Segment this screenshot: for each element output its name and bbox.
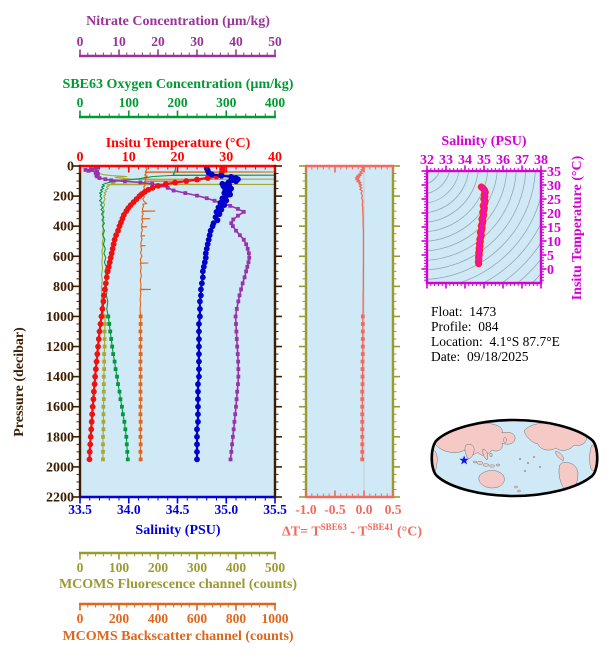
tick-label: 35.5	[263, 502, 287, 517]
tick-label: 1600	[46, 400, 74, 415]
delta-label-sup1: SBE63	[320, 522, 347, 532]
delta-t-panel: -1.0 -0.5 0.0 0.5	[295, 164, 402, 517]
tick-label: 0.0	[356, 502, 373, 517]
ts-panel-y-label: Insitu Temperature (°C)	[570, 155, 585, 301]
tick-label: 2200	[46, 491, 74, 506]
ts-profile-curve	[474, 183, 489, 268]
tick-label: 5	[547, 249, 554, 264]
tick-label: -1.0	[295, 502, 317, 517]
pressure-axis-title: Pressure (decibar)	[12, 327, 27, 437]
tick-label: 600	[187, 611, 208, 626]
tick-label: 38	[534, 153, 548, 168]
tick-label: 50	[268, 34, 282, 49]
tick-label: 34	[458, 153, 472, 168]
profile-series	[83, 167, 274, 463]
tick-label: 400	[265, 95, 286, 110]
tick-label: 200	[109, 611, 130, 626]
tick-label: 1000	[46, 310, 74, 325]
fluorescence-axis: 0 100 200 300 400 500	[77, 551, 286, 575]
tick-label: 34.5	[166, 502, 190, 517]
tick-label: 25	[547, 193, 561, 208]
world-map	[430, 418, 599, 498]
tick-label: 30	[547, 179, 561, 194]
tick-label: 36	[496, 153, 510, 168]
delta-label-prefix: ΔT= T	[281, 524, 321, 540]
temperature-axis-title: Insitu Temperature (°C)	[105, 136, 251, 151]
tick-label: 200	[53, 190, 74, 205]
delta-t-axis-label: ΔT= TSBE63 - TSBE41 (°C)	[282, 522, 422, 541]
tick-label: 0	[67, 160, 74, 175]
tick-label: 10	[547, 235, 561, 250]
tick-label: 35	[547, 165, 561, 180]
tick-label: 1000	[262, 611, 289, 626]
tick-label: 800	[226, 611, 247, 626]
tick-label: 10	[122, 150, 136, 165]
tick-label: 37	[515, 153, 529, 168]
nitrate-axis-title: Nitrate Concentration (µm/kg)	[86, 14, 270, 29]
tick-label: 300	[187, 560, 208, 575]
tick-label: 34.0	[117, 502, 141, 517]
tick-label: 400	[148, 611, 169, 626]
date-line: Date: 09/18/2025	[431, 349, 529, 364]
ts-panel-title: Salinity (PSU)	[441, 134, 527, 149]
oxygen-axis-title: SBE63 Oxygen Concentration (µm/kg)	[62, 77, 294, 92]
tick-label: 600	[53, 250, 74, 265]
tick-label: 300	[216, 95, 237, 110]
tick-label: 0	[77, 560, 84, 575]
tick-label: 20	[547, 207, 561, 222]
tick-label: 400	[53, 220, 74, 235]
delta-t-series	[354, 167, 365, 462]
location-line: Location: 4.1°S 87.7°E	[431, 334, 560, 349]
tick-label: 100	[109, 560, 130, 575]
tick-label: 40	[268, 150, 282, 165]
tick-label: 0	[77, 150, 84, 165]
backscatter-axis: 0 200 400 600 800 1000	[77, 602, 289, 626]
tick-label: 40	[229, 34, 243, 49]
tick-label: 0	[547, 263, 554, 278]
series-mcoms-backscatter-channel	[139, 167, 274, 460]
tick-label: 400	[226, 560, 247, 575]
tick-label: 1400	[46, 370, 74, 385]
delta-label-suffix: (°C)	[393, 524, 423, 540]
tick-label: 0	[77, 95, 84, 110]
delta-label-mid: - T	[346, 524, 368, 540]
tick-label: 200	[148, 560, 169, 575]
tick-label: 35.0	[214, 502, 238, 517]
tick-label: 100	[119, 95, 140, 110]
salinity-axis-title: Salinity (PSU)	[135, 523, 221, 538]
tick-label: 20	[171, 150, 185, 165]
nitrate-axis: 0 10 20 30 40 50	[77, 34, 282, 58]
tick-label: 10	[112, 34, 126, 49]
tick-label: 0	[77, 611, 84, 626]
tick-label: 20	[151, 34, 165, 49]
tick-label: 200	[167, 95, 188, 110]
oxygen-axis: 0 100 200 300 400	[77, 95, 286, 119]
tick-label: 33.5	[68, 502, 92, 517]
tick-label: 33	[439, 153, 453, 168]
tick-label: 0	[77, 34, 84, 49]
tick-label: 1800	[46, 430, 74, 445]
tick-label: 15	[547, 221, 561, 236]
fluorescence-axis-title: MCOMS Fluorescence channel (counts)	[58, 577, 298, 592]
tick-label: 0.5	[385, 502, 402, 517]
delta-label-sup2: SBE41	[367, 522, 394, 532]
main-plot-frame: 0 10 20 30 40 33.5 34.0 34.5 35.0 35.5 0 200 400 600 8…	[46, 150, 287, 517]
float-id-line: Float: 1473	[431, 304, 497, 319]
tick-label: 500	[265, 560, 286, 575]
tick-label: 30	[190, 34, 204, 49]
tick-label: 32	[420, 153, 434, 168]
tick-label: 2000	[46, 460, 74, 475]
tick-label: -0.5	[324, 502, 346, 517]
main-profile-plot	[80, 166, 275, 497]
tick-label: 35	[477, 153, 491, 168]
tick-label: 800	[53, 280, 74, 295]
float-location-star-icon	[459, 455, 469, 465]
profile-number-line: Profile: 084	[431, 319, 499, 334]
tick-label: 1200	[46, 340, 74, 355]
backscatter-axis-title: MCOMS Backscatter channel (counts)	[62, 629, 294, 644]
tick-label: 30	[219, 150, 233, 165]
